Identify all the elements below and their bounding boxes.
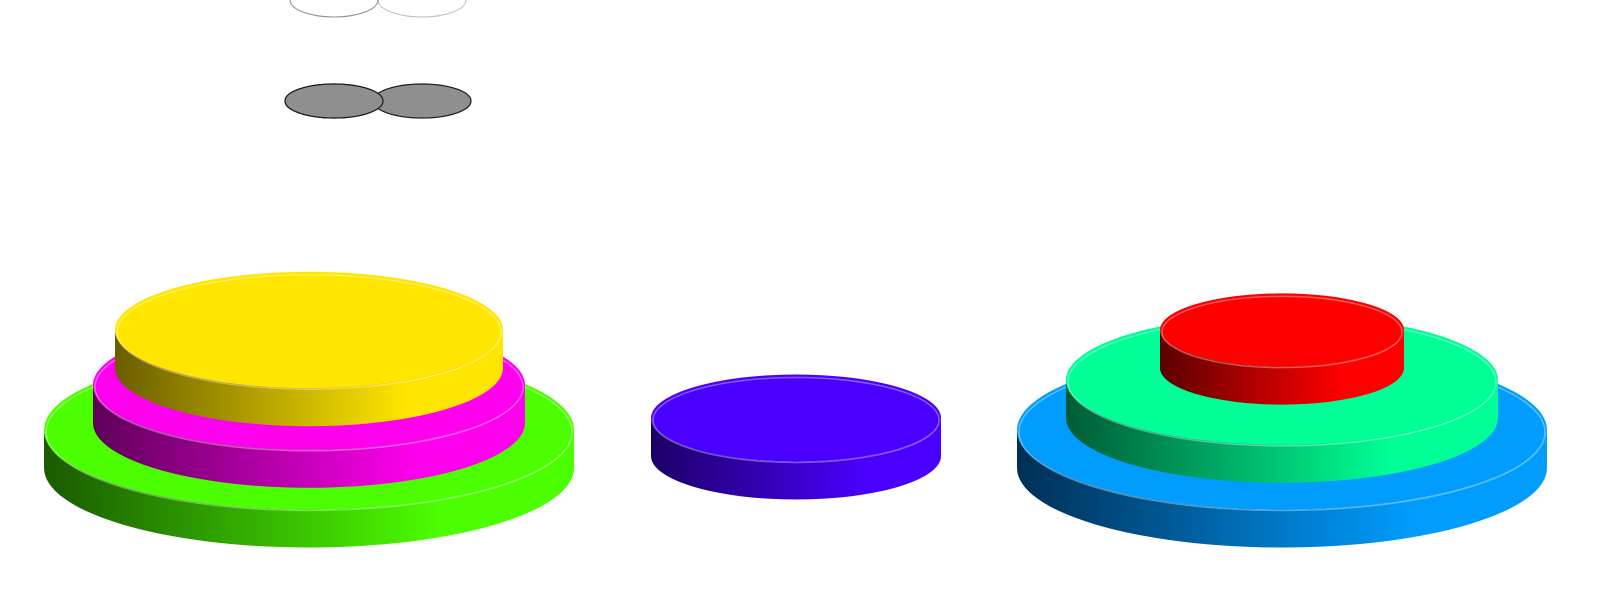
- peg-right-disk-3[interactable]: [1160, 293, 1404, 405]
- peg-right-disks: [1017, 293, 1547, 548]
- peg-left-disk-1-side: [44, 430, 574, 548]
- undefined-base-shadow: [289, 0, 379, 18]
- peg-left-disk-3[interactable]: [115, 271, 503, 427]
- peg-left[interactable]: [44, 0, 574, 548]
- peg-right-rod[interactable]: [284, 0, 384, 119]
- peg-right-disk-3-side: [1160, 330, 1404, 405]
- undefined-shape: [284, 0, 384, 119]
- peg-middle-disk-1[interactable]: [651, 374, 941, 500]
- undefined-cap: [372, 83, 472, 119]
- peg-right-disk-2-side: [1066, 380, 1498, 483]
- peg-left-disk-3-top: [115, 271, 503, 389]
- undefined-base-shadow: [377, 0, 467, 18]
- peg-left-disk-3-side: [115, 330, 503, 427]
- peg-left-disk-2-side: [93, 385, 525, 488]
- undefined-base-shadow: [289, 0, 379, 18]
- peg-middle-disk-1-rim: [652, 376, 940, 464]
- peg-middle-disk-1-side: [651, 418, 941, 500]
- peg-right-disk-3-top: [1160, 293, 1404, 367]
- peg-right-disk-3-rim: [1161, 295, 1403, 369]
- peg-middle-disks: [651, 374, 941, 500]
- peg-left-disk-3-rim: [116, 274, 502, 390]
- undefined-cap: [284, 83, 384, 119]
- peg-right[interactable]: [284, 0, 1547, 548]
- peg-middle-disk-1-top: [651, 374, 941, 462]
- peg-right-disk-1-side: [1017, 430, 1547, 548]
- peg-left-disks: [44, 271, 574, 548]
